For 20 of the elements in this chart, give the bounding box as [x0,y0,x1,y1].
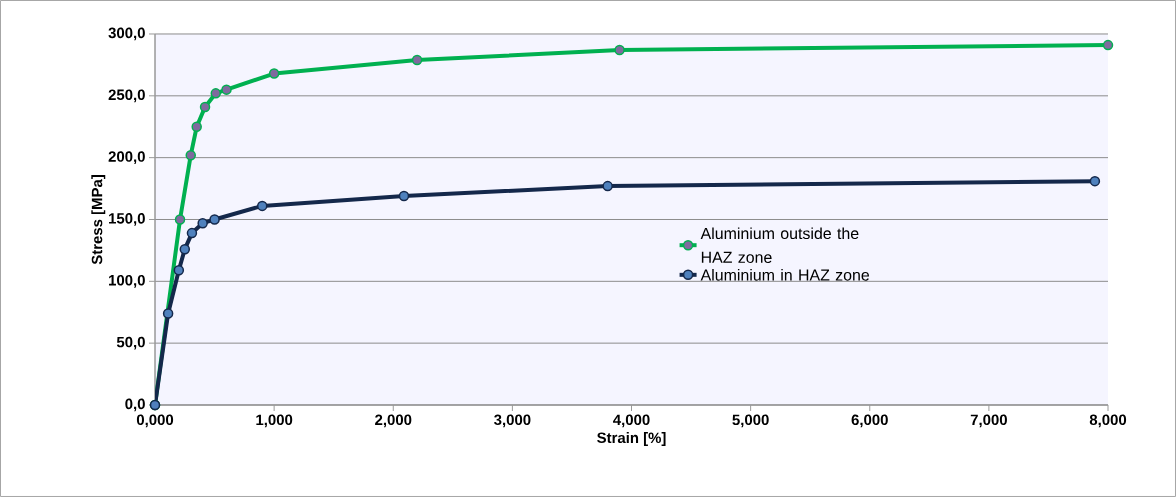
x-axis-title: Strain [%] [597,432,666,447]
y-tick-label: 200,0 [108,151,145,165]
y-tick-label: 250,0 [108,89,145,103]
y-tick-label: 150,0 [109,213,145,226]
y-tick-label: 0,0 [125,398,145,412]
x-tick-label: 3,000 [494,414,531,428]
x-tick-label: 2,000 [375,414,412,428]
x-tick-label: 5,000 [732,414,769,428]
x-tick-label: 6,000 [851,414,888,428]
x-tick-label: 4,000 [613,414,650,428]
x-tick-label: 7,000 [970,414,1007,428]
x-tick-label: 0,000 [136,414,174,428]
legend-label: Aluminium in HAZ zone [700,268,870,281]
x-tick-label: 8,000 [1089,414,1127,428]
y-axis-title: Stress [MPa] [91,175,106,265]
y-tick-label: 100,0 [109,274,145,288]
x-tick-label: 1,000 [256,414,293,428]
y-tick-label: 300,0 [108,27,145,41]
legend-label: Aluminium outside the HAZ zone [700,227,859,263]
y-tick-label: 50,0 [116,336,145,350]
